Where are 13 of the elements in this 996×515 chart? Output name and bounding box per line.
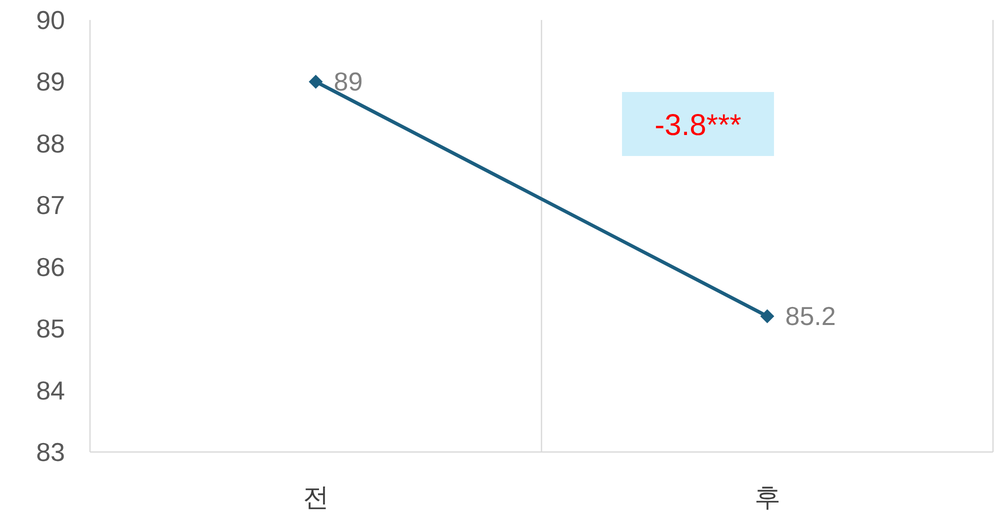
y-tick-label: 87 [36, 190, 65, 220]
y-tick-label: 88 [36, 128, 65, 158]
x-tick-label: 전 [302, 482, 329, 512]
y-tick-label: 90 [36, 5, 65, 35]
y-tick-label: 86 [36, 252, 65, 282]
y-tick-label: 89 [36, 66, 65, 97]
y-tick-label: 83 [36, 437, 65, 467]
data-label: 89 [334, 66, 363, 97]
y-tick-label: 85 [36, 314, 65, 344]
x-tick-label: 후 [754, 482, 780, 512]
data-label: 85.2 [785, 301, 836, 332]
annotation: -3.8*** [654, 109, 742, 142]
y-tick-label: 84 [36, 375, 65, 406]
